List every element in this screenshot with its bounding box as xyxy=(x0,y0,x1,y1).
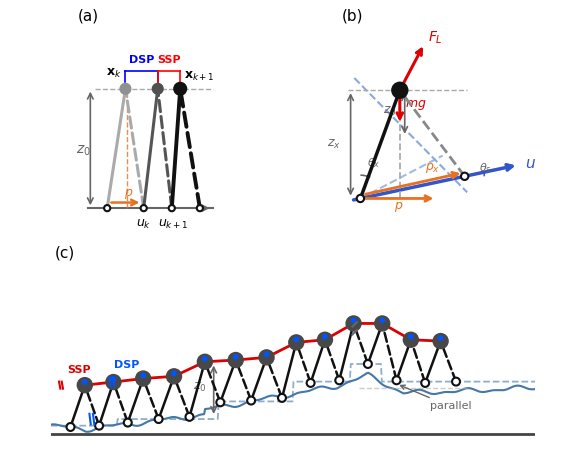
Circle shape xyxy=(438,336,443,340)
Circle shape xyxy=(306,379,315,387)
Circle shape xyxy=(95,422,103,430)
Circle shape xyxy=(166,369,182,384)
Circle shape xyxy=(421,379,429,387)
Circle shape xyxy=(318,332,332,347)
Circle shape xyxy=(461,173,468,180)
Circle shape xyxy=(278,394,286,402)
Circle shape xyxy=(111,377,115,381)
Circle shape xyxy=(124,418,132,427)
Circle shape xyxy=(216,398,224,406)
Circle shape xyxy=(203,356,207,361)
Text: DSP: DSP xyxy=(129,55,154,65)
Circle shape xyxy=(120,83,131,94)
Circle shape xyxy=(172,371,176,375)
Circle shape xyxy=(452,378,460,386)
Circle shape xyxy=(174,82,186,95)
Text: $z_0$: $z_0$ xyxy=(76,144,91,158)
Circle shape xyxy=(104,205,110,211)
Text: $\theta_x$: $\theta_x$ xyxy=(366,157,380,171)
Text: (a): (a) xyxy=(78,9,99,24)
Text: $p$: $p$ xyxy=(394,201,403,215)
Circle shape xyxy=(323,334,327,339)
Text: $z_0$: $z_0$ xyxy=(193,381,207,394)
Circle shape xyxy=(264,352,269,356)
Circle shape xyxy=(374,316,390,331)
Circle shape xyxy=(294,337,298,342)
Circle shape xyxy=(364,360,372,368)
Circle shape xyxy=(392,82,408,98)
Circle shape xyxy=(380,318,384,323)
Text: DSP: DSP xyxy=(114,360,139,370)
Text: $mg$: $mg$ xyxy=(405,99,427,112)
Circle shape xyxy=(247,396,255,405)
Text: $z_x$: $z_x$ xyxy=(327,138,341,151)
Text: $\theta_s$: $\theta_s$ xyxy=(479,162,492,175)
Circle shape xyxy=(433,333,448,349)
Circle shape xyxy=(408,334,413,339)
Circle shape xyxy=(141,205,146,211)
Text: $u$: $u$ xyxy=(524,156,536,171)
Circle shape xyxy=(106,374,121,390)
Circle shape xyxy=(152,83,163,94)
Circle shape xyxy=(259,350,274,365)
Text: $\mathbf{x}_k$: $\mathbf{x}_k$ xyxy=(105,67,121,81)
Text: $p$: $p$ xyxy=(124,186,133,201)
Text: $F_L$: $F_L$ xyxy=(428,29,443,45)
Text: (b): (b) xyxy=(342,8,364,23)
Circle shape xyxy=(233,355,238,359)
Text: $u_{k+1}$: $u_{k+1}$ xyxy=(158,218,189,231)
Circle shape xyxy=(186,413,193,421)
Circle shape xyxy=(357,195,364,202)
Text: $\mathbf{x}_{k+1}$: $\mathbf{x}_{k+1}$ xyxy=(185,70,215,83)
Text: (c): (c) xyxy=(55,245,76,260)
Circle shape xyxy=(346,316,361,331)
Circle shape xyxy=(77,378,93,392)
Text: SSP: SSP xyxy=(157,55,181,65)
Circle shape xyxy=(67,423,74,431)
Circle shape xyxy=(197,205,203,211)
Circle shape xyxy=(197,354,212,369)
Text: $u_k$: $u_k$ xyxy=(136,218,151,231)
Circle shape xyxy=(155,415,162,423)
Circle shape xyxy=(335,376,343,384)
Circle shape xyxy=(169,205,175,211)
Text: parallel: parallel xyxy=(401,385,471,411)
Circle shape xyxy=(352,318,356,323)
Circle shape xyxy=(289,335,304,350)
Circle shape xyxy=(228,352,243,368)
Text: $p_x$: $p_x$ xyxy=(425,161,440,175)
Text: $z_0$: $z_0$ xyxy=(383,104,397,117)
Circle shape xyxy=(403,332,418,347)
Circle shape xyxy=(141,373,145,378)
Circle shape xyxy=(136,371,151,386)
Circle shape xyxy=(393,376,400,384)
Circle shape xyxy=(83,380,87,384)
Text: SSP: SSP xyxy=(67,365,91,375)
